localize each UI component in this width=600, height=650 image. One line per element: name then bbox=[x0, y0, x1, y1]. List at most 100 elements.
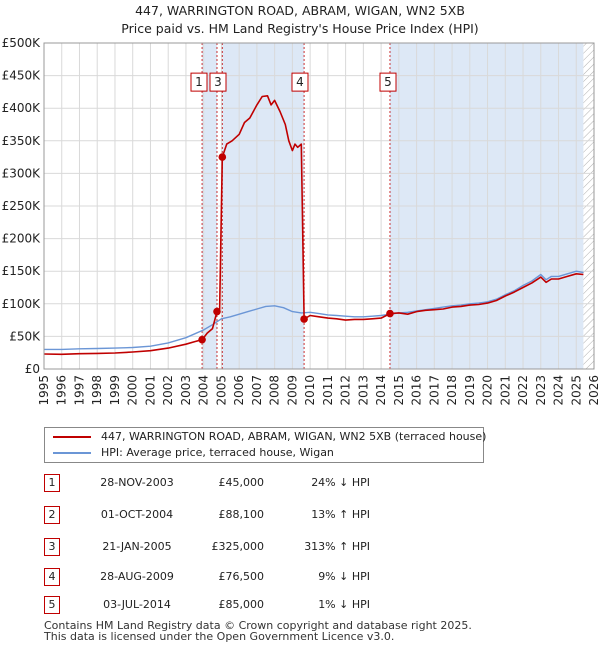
sale-date: 03-JUL-2014 bbox=[103, 598, 171, 611]
x-tick-label: 2023 bbox=[534, 375, 548, 406]
x-tick-label: 2001 bbox=[143, 375, 157, 406]
sale-hpi-change: 13% ↑ HPI bbox=[311, 508, 370, 521]
x-tick-label: 1996 bbox=[55, 375, 69, 406]
footer-line-1: Contains HM Land Registry data © Crown c… bbox=[44, 619, 472, 632]
sale-hpi-change: 1% ↓ HPI bbox=[318, 598, 370, 611]
x-tick-label: 2003 bbox=[179, 375, 193, 406]
sale-hpi-change: 24% ↓ HPI bbox=[311, 476, 370, 489]
legend-label-hpi: HPI: Average price, terraced house, Wiga… bbox=[101, 446, 334, 459]
x-tick-label: 2007 bbox=[250, 375, 264, 406]
sale-price: £45,000 bbox=[218, 476, 265, 489]
footer: Contains HM Land Registry data © Crown c… bbox=[44, 620, 472, 642]
sale-point bbox=[386, 309, 394, 318]
sale-point bbox=[198, 335, 206, 344]
sale-number-boxes: 12345 bbox=[190, 72, 397, 92]
sale-row: 2 01-OCT-2004 £88,100 13% ↑ HPI bbox=[44, 506, 584, 524]
sale-number-box-label: 5 bbox=[384, 75, 392, 89]
y-tick-label: £100K bbox=[2, 297, 42, 311]
x-tick-label: 2011 bbox=[321, 375, 335, 406]
sale-number-box bbox=[379, 72, 397, 92]
x-tick-label: 1998 bbox=[90, 375, 104, 406]
x-tick-label: 2014 bbox=[374, 375, 388, 406]
x-tick-label: 2026 bbox=[587, 375, 600, 406]
legend: 447, WARRINGTON ROAD, ABRAM, WIGAN, WN2 … bbox=[44, 427, 487, 463]
y-tick-label: £150K bbox=[2, 264, 42, 278]
sale-price: £85,000 bbox=[218, 598, 265, 611]
sale-number-box-label: 1 bbox=[195, 75, 203, 89]
price-chart: 12345 £0£50K£100K£150K£200K£250K£300K£35… bbox=[2, 36, 600, 406]
y-tick-label: £200K bbox=[2, 232, 42, 246]
x-axis-ticks: 1995 1996 1997 1998 1999 2000 2001 2002 2003 2004… bbox=[37, 375, 600, 406]
sale-row: 1 28-NOV-2003 £45,000 24% ↓ HPI bbox=[44, 474, 584, 492]
y-tick-label: £500K bbox=[2, 36, 42, 50]
x-tick-label: 2024 bbox=[552, 375, 566, 406]
sale-number-box-label: 3 bbox=[214, 75, 222, 89]
x-tick-label: 2021 bbox=[498, 375, 512, 406]
sale-number-box bbox=[291, 72, 309, 92]
sale-point bbox=[300, 315, 308, 323]
y-tick-label: £350K bbox=[2, 134, 42, 148]
hpi-line bbox=[44, 270, 584, 351]
gridlines bbox=[43, 42, 595, 370]
sale-price: £325,000 bbox=[211, 540, 265, 553]
sale-price: £76,500 bbox=[218, 570, 265, 583]
sale-point bbox=[213, 307, 221, 316]
x-tick-label: 2025 bbox=[569, 375, 583, 406]
x-tick-label: 2020 bbox=[481, 375, 495, 406]
sale-points bbox=[198, 153, 394, 344]
sale-price: £88,100 bbox=[218, 508, 265, 521]
sale-number-badge: 1 bbox=[44, 474, 60, 492]
sale-date: 01-OCT-2004 bbox=[100, 508, 174, 521]
x-tick-label: 2016 bbox=[410, 375, 424, 406]
sale-date: 21-JAN-2005 bbox=[102, 540, 172, 553]
sale-number-badge: 2 bbox=[44, 506, 60, 524]
x-tick-label: 2018 bbox=[445, 375, 459, 406]
x-tick-label: 1999 bbox=[108, 375, 122, 406]
x-tick-label: 2006 bbox=[232, 375, 246, 406]
y-tick-label: £300K bbox=[2, 166, 42, 180]
x-tick-label: 2010 bbox=[303, 375, 317, 406]
x-tick-label: 2013 bbox=[356, 375, 370, 406]
sale-hpi-change: 9% ↓ HPI bbox=[318, 570, 370, 583]
legend-label-property: 447, WARRINGTON ROAD, ABRAM, WIGAN, WN2 … bbox=[101, 430, 487, 443]
sale-number-box bbox=[190, 72, 208, 92]
chart-title: 447, WARRINGTON ROAD, ABRAM, WIGAN, WN2 … bbox=[0, 2, 600, 38]
x-tick-label: 2004 bbox=[197, 375, 211, 406]
x-tick-label: 2008 bbox=[268, 375, 282, 406]
x-tick-label: 2019 bbox=[463, 375, 477, 406]
sale-row: 5 03-JUL-2014 £85,000 1% ↓ HPI bbox=[44, 596, 584, 614]
y-axis-ticks: £0 £50K £100K £150K £200K £250K £300K £350K £400… bbox=[2, 36, 42, 376]
x-tick-label: 2022 bbox=[516, 375, 530, 406]
plot-frame bbox=[43, 42, 595, 370]
sale-date: 28-AUG-2009 bbox=[100, 570, 174, 583]
x-tick-label: 2015 bbox=[392, 375, 406, 406]
x-tick-label: 2000 bbox=[126, 375, 140, 406]
legend-swatch-hpi bbox=[53, 452, 91, 454]
sale-number-badge: 3 bbox=[44, 538, 60, 556]
y-tick-label: £50K bbox=[9, 329, 41, 343]
y-tick-label: £250K bbox=[2, 199, 42, 213]
y-tick-label: £0 bbox=[25, 362, 40, 376]
title-line-1: 447, WARRINGTON ROAD, ABRAM, WIGAN, WN2 … bbox=[135, 3, 465, 18]
sale-date: 28-NOV-2003 bbox=[100, 476, 174, 489]
footer-line-2: This data is licensed under the Open Gov… bbox=[44, 630, 395, 643]
sale-row: 4 28-AUG-2009 £76,500 9% ↓ HPI bbox=[44, 568, 584, 586]
sale-hpi-change: 313% ↑ HPI bbox=[304, 540, 370, 553]
x-tick-label: 1997 bbox=[72, 375, 86, 406]
sale-number-box bbox=[209, 72, 227, 92]
sale-number-badge: 5 bbox=[44, 596, 60, 614]
x-tick-label: 2005 bbox=[214, 375, 228, 406]
x-tick-label: 2002 bbox=[161, 375, 175, 406]
x-tick-label: 2012 bbox=[339, 375, 353, 406]
y-tick-label: £450K bbox=[2, 69, 42, 83]
x-tick-label: 2009 bbox=[285, 375, 299, 406]
sale-number-box-label: 4 bbox=[296, 75, 304, 89]
title-line-2: Price paid vs. HM Land Registry's House … bbox=[121, 21, 479, 36]
sale-point bbox=[218, 153, 227, 161]
x-tick-label: 2017 bbox=[427, 375, 441, 406]
sale-number-badge: 4 bbox=[44, 568, 60, 586]
sale-row: 3 21-JAN-2005 £325,000 313% ↑ HPI bbox=[44, 538, 584, 556]
y-tick-label: £400K bbox=[2, 101, 42, 115]
x-tick-label: 1995 bbox=[37, 375, 51, 406]
legend-swatch-property bbox=[53, 436, 91, 438]
